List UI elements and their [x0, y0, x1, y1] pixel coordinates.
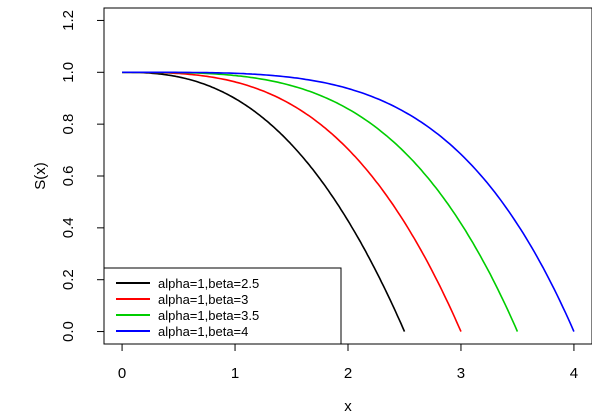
series-lines	[122, 71, 575, 332]
series-line-1	[122, 71, 406, 332]
x-tick-label: 0	[118, 365, 126, 382]
series-line-4	[122, 71, 575, 332]
y-tick-label: 0.0	[60, 321, 77, 342]
x-tick-label: 2	[344, 365, 352, 382]
series-line-2	[122, 71, 462, 332]
y-tick-label: 0.2	[60, 269, 77, 290]
y-tick-label: 0.6	[60, 166, 77, 187]
x-tick-label: 1	[231, 365, 239, 382]
legend-label: alpha=1,beta=4	[158, 324, 248, 339]
y-axis: 0.0 0.2 0.4 0.6 0.8 1.0 1.2	[60, 10, 104, 342]
legend: alpha=1,beta=2.5alpha=1,beta=3alpha=1,be…	[103, 267, 342, 345]
y-tick-label: 1.2	[60, 10, 77, 31]
y-tick-label: 0.4	[60, 217, 77, 238]
legend-label: alpha=1,beta=3.5	[158, 308, 259, 323]
x-axis-label: x	[344, 398, 352, 415]
x-tick-label: 3	[457, 365, 465, 382]
legend-label: alpha=1,beta=3	[158, 292, 248, 307]
y-tick-label: 1.0	[60, 62, 77, 83]
y-tick-label: 0.8	[60, 114, 77, 135]
legend-label: alpha=1,beta=2.5	[158, 276, 259, 291]
y-axis-label: S(x)	[32, 162, 49, 190]
x-tick-label: 4	[570, 365, 578, 382]
x-axis: 0 1 2 3 4	[118, 344, 578, 382]
